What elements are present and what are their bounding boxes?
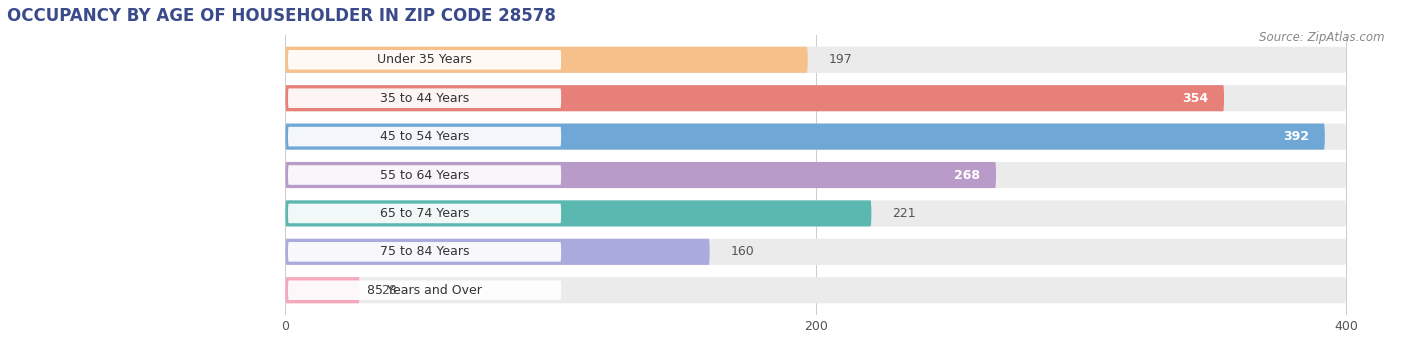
FancyBboxPatch shape bbox=[285, 200, 872, 226]
FancyBboxPatch shape bbox=[285, 239, 1346, 265]
Text: 392: 392 bbox=[1282, 130, 1309, 143]
FancyBboxPatch shape bbox=[288, 165, 561, 185]
Text: Source: ZipAtlas.com: Source: ZipAtlas.com bbox=[1260, 31, 1385, 44]
Text: 75 to 84 Years: 75 to 84 Years bbox=[380, 245, 470, 258]
FancyBboxPatch shape bbox=[285, 277, 360, 303]
FancyBboxPatch shape bbox=[285, 47, 1346, 73]
FancyBboxPatch shape bbox=[285, 277, 1346, 303]
Text: 197: 197 bbox=[830, 53, 852, 66]
Text: 354: 354 bbox=[1182, 92, 1208, 105]
FancyBboxPatch shape bbox=[288, 204, 561, 223]
Text: Under 35 Years: Under 35 Years bbox=[377, 53, 472, 66]
Text: 65 to 74 Years: 65 to 74 Years bbox=[380, 207, 470, 220]
Text: 55 to 64 Years: 55 to 64 Years bbox=[380, 169, 470, 182]
Text: 221: 221 bbox=[893, 207, 917, 220]
FancyBboxPatch shape bbox=[285, 47, 807, 73]
FancyBboxPatch shape bbox=[285, 239, 710, 265]
Text: 35 to 44 Years: 35 to 44 Years bbox=[380, 92, 470, 105]
FancyBboxPatch shape bbox=[285, 85, 1225, 111]
FancyBboxPatch shape bbox=[285, 85, 1346, 111]
FancyBboxPatch shape bbox=[285, 200, 1346, 226]
Text: OCCUPANCY BY AGE OF HOUSEHOLDER IN ZIP CODE 28578: OCCUPANCY BY AGE OF HOUSEHOLDER IN ZIP C… bbox=[7, 7, 555, 25]
Text: 28: 28 bbox=[381, 284, 396, 297]
Text: 268: 268 bbox=[955, 169, 980, 182]
Text: 45 to 54 Years: 45 to 54 Years bbox=[380, 130, 470, 143]
FancyBboxPatch shape bbox=[285, 162, 1346, 188]
FancyBboxPatch shape bbox=[285, 162, 995, 188]
FancyBboxPatch shape bbox=[285, 123, 1346, 150]
Text: 160: 160 bbox=[731, 245, 755, 258]
Text: 85 Years and Over: 85 Years and Over bbox=[367, 284, 482, 297]
FancyBboxPatch shape bbox=[288, 50, 561, 70]
FancyBboxPatch shape bbox=[288, 127, 561, 147]
FancyBboxPatch shape bbox=[288, 88, 561, 108]
FancyBboxPatch shape bbox=[285, 123, 1324, 150]
FancyBboxPatch shape bbox=[288, 242, 561, 261]
FancyBboxPatch shape bbox=[288, 280, 561, 300]
